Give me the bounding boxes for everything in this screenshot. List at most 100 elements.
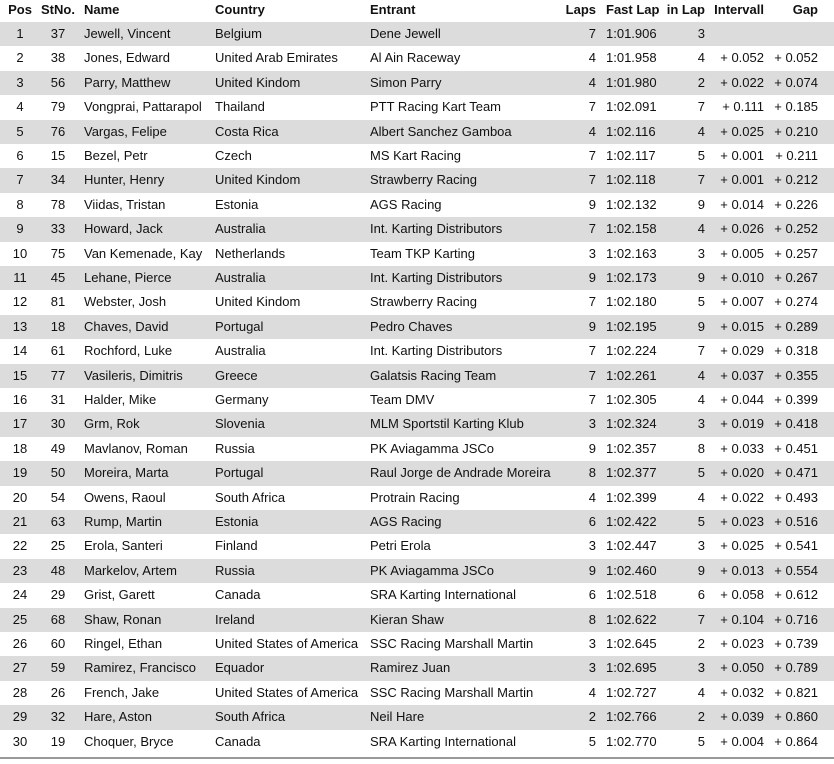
fast-lap: 1:02.132 — [606, 196, 657, 212]
country: Netherlands — [215, 245, 286, 261]
entrant: Al Ain Raceway — [370, 50, 461, 66]
in-lap: 4 — [697, 367, 705, 383]
laps: 9 — [588, 562, 596, 578]
in-lap: 3 — [697, 660, 705, 676]
entrant: MS Kart Racing — [370, 148, 462, 163]
fast-lap: 1:02.770 — [606, 733, 657, 749]
in-lap: 5 — [697, 294, 705, 310]
start-number: 48 — [50, 562, 66, 578]
interval: Intervall — [714, 2, 764, 17]
start-number: 50 — [50, 465, 66, 481]
interval: + 0.007 — [720, 294, 764, 310]
name: Markelov, Artem — [84, 562, 177, 578]
gap: + 0.252 — [774, 221, 818, 237]
pos: 5 — [16, 123, 24, 139]
country: Costa Rica — [215, 123, 279, 139]
fast-lap: 1:02.622 — [606, 611, 657, 627]
in-lap: 4 — [697, 392, 705, 407]
laps: 4 — [588, 684, 596, 700]
pos: 15 — [12, 367, 28, 383]
country: Australia — [215, 343, 266, 359]
interval: + 0.058 — [720, 587, 764, 603]
laps: 3 — [588, 660, 596, 676]
pos: 6 — [16, 148, 24, 163]
interval: + 0.025 — [720, 123, 764, 139]
name: Ringel, Ethan — [84, 636, 163, 651]
in-lap: 4 — [697, 123, 705, 139]
country: Estonia — [215, 196, 259, 212]
result-row: 1 37 Jewell, Vincent Belgium Dene Jewell 7 1:0… — [0, 22, 834, 47]
name: Bezel, Petr — [84, 148, 148, 163]
country: Thailand — [215, 99, 265, 115]
result-row: 24 29 Grist, Garett Canada SRA Karting Inter… — [0, 583, 834, 607]
laps: 3 — [588, 245, 596, 261]
entrant: Dene Jewell — [370, 26, 441, 41]
start-number: 18 — [50, 318, 66, 334]
entrant: Pedro Chaves — [370, 318, 453, 334]
start-number: StNo. — [41, 2, 75, 17]
laps: 3 — [588, 636, 596, 651]
name: Ramirez, Francisco — [84, 660, 196, 676]
fast-lap: 1:02.727 — [606, 684, 657, 700]
country: Australia — [215, 270, 266, 285]
in-lap: 5 — [697, 148, 705, 163]
entrant: SSC Racing Marshall Martin — [370, 684, 534, 700]
start-number: 33 — [50, 221, 66, 237]
in-lap: 7 — [697, 611, 705, 627]
entrant: Neil Hare — [370, 709, 425, 725]
in-lap: 9 — [697, 318, 705, 334]
in-lap: 3 — [697, 538, 705, 554]
start-number: 31 — [50, 392, 66, 407]
in-lap: 2 — [697, 636, 705, 651]
laps: 3 — [588, 538, 596, 554]
interval: + 0.050 — [720, 660, 764, 676]
interval: + 0.020 — [720, 465, 764, 481]
laps: 4 — [588, 489, 596, 505]
country: Estonia — [215, 514, 259, 529]
in-lap: 5 — [697, 514, 705, 529]
pos: 25 — [12, 611, 28, 627]
fast-lap: 1:02.766 — [606, 709, 657, 725]
name: Hare, Aston — [84, 709, 152, 725]
pos: 4 — [16, 99, 24, 115]
interval: + 0.052 — [720, 50, 764, 66]
country: Czech — [215, 148, 252, 163]
gap: + 0.355 — [774, 367, 818, 383]
gap: + 0.211 — [775, 148, 818, 163]
pos: 17 — [12, 416, 28, 432]
entrant: Kieran Shaw — [370, 611, 444, 627]
laps: 7 — [588, 367, 596, 383]
fast-lap: 1:02.357 — [606, 440, 657, 456]
interval: + 0.032 — [720, 684, 764, 700]
pos: 8 — [16, 196, 24, 212]
result-row: 4 79 Vongprai, Pattarapol Thailand PTT Racin… — [0, 95, 834, 119]
start-number: 60 — [50, 636, 66, 651]
result-row: 23 48 Markelov, Artem Russia PK Aviagamma JS… — [0, 558, 834, 584]
in-lap: in Lap — [666, 2, 705, 17]
name: Viidas, Tristan — [84, 196, 166, 212]
name: Owens, Raoul — [84, 489, 166, 505]
country: Slovenia — [215, 416, 265, 432]
entrant: AGS Racing — [370, 196, 442, 212]
gap: + 0.451 — [774, 440, 818, 456]
laps: 6 — [588, 514, 596, 529]
fast-lap: 1:02.305 — [606, 392, 657, 407]
result-row: 7 34 Hunter, Henry United Kindom Strawberry … — [0, 168, 834, 193]
pos: 20 — [12, 489, 28, 505]
interval: + 0.033 — [720, 440, 764, 456]
in-lap: 4 — [697, 221, 705, 237]
result-row: 17 30 Grm, Rok Slovenia MLM Sportstil Kartin… — [0, 412, 834, 437]
name: Howard, Jack — [84, 221, 163, 237]
interval: + 0.001 — [720, 172, 764, 188]
interval: + 0.010 — [720, 270, 764, 285]
pos: 12 — [12, 294, 28, 310]
result-row: 13 18 Chaves, David Portugal Pedro Chaves 9 1:… — [0, 314, 834, 340]
result-row: 5 76 Vargas, Felipe Costa Rica Albert Sanche… — [0, 119, 834, 144]
entrant: Entrant — [370, 2, 416, 17]
gap: + 0.541 — [774, 538, 818, 554]
start-number: 19 — [50, 733, 66, 749]
result-row: 10 75 Van Kemenade, Kay Netherlands Team TKP… — [0, 242, 834, 266]
start-number: 37 — [50, 26, 66, 41]
country: Portugal — [215, 465, 264, 481]
header-row: Pos StNo. Name Country Entrant Laps Fast Lap in… — [0, 0, 834, 20]
